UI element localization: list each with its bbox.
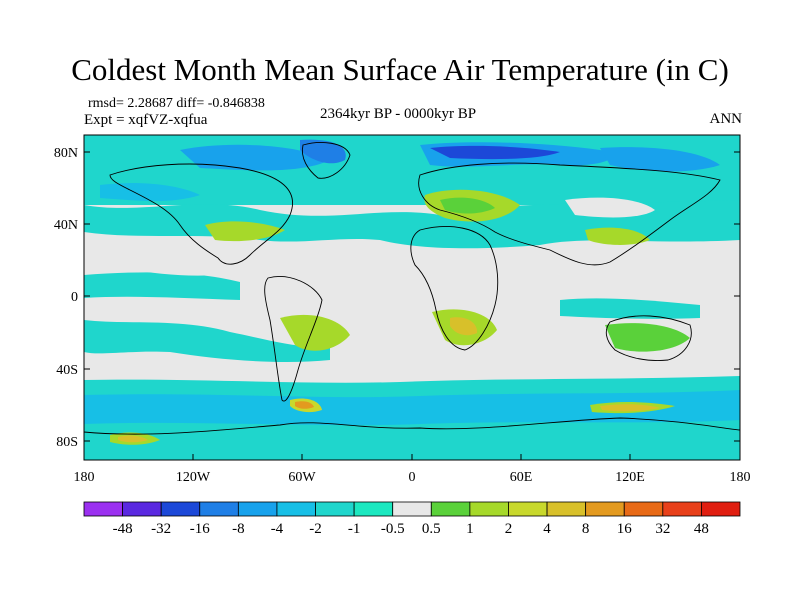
stats-label: rmsd= 2.28687 diff= -0.846838 bbox=[88, 96, 265, 111]
plot-title: Coldest Month Mean Surface Air Temperatu… bbox=[71, 52, 729, 87]
colorbar-swatch bbox=[83, 501, 123, 517]
colorbar-label: 4 bbox=[543, 521, 551, 537]
lat-tick-label: 0 bbox=[71, 290, 78, 305]
antarctica-hot-core bbox=[600, 404, 660, 412]
colorbar-label: 2 bbox=[505, 521, 513, 537]
atlantic-neutral bbox=[330, 248, 440, 272]
lat-tick-label: 80N bbox=[54, 146, 78, 161]
colorbar-swatch bbox=[701, 501, 741, 517]
colorbar-swatch bbox=[585, 501, 625, 517]
colorbar-swatch bbox=[199, 501, 239, 517]
africa-coast bbox=[410, 226, 499, 351]
colorbar-label: -8 bbox=[232, 521, 245, 537]
colorbar-label: 48 bbox=[694, 521, 709, 537]
ross-sea-hot-core bbox=[118, 435, 148, 443]
lon-tick-label: 60E bbox=[510, 470, 533, 485]
colorbar-swatch bbox=[353, 501, 394, 517]
colorbar-label: 1 bbox=[466, 521, 474, 537]
antarctica-coast bbox=[83, 417, 741, 435]
indian-ocean-band bbox=[560, 298, 700, 319]
east-pacific-band bbox=[84, 272, 240, 300]
indian-neutral bbox=[520, 268, 620, 292]
colorbar-swatch bbox=[276, 501, 316, 517]
coastlines bbox=[83, 142, 741, 435]
australia-coast bbox=[605, 315, 692, 361]
lat-tick-marks bbox=[84, 151, 740, 442]
colorbar-swatch bbox=[237, 501, 278, 517]
colorbar-label: -1 bbox=[348, 521, 361, 537]
colorbar-swatch bbox=[430, 501, 471, 517]
lat-tick-label: 80S bbox=[56, 435, 78, 450]
lon-tick-label: 60W bbox=[288, 470, 316, 485]
anomaly-field bbox=[84, 135, 740, 460]
lon-tick-label: 0 bbox=[409, 470, 416, 485]
colorbar-label: 32 bbox=[655, 521, 670, 537]
colorbar: -48 -32 -16 -8 -4 -2 -1 -0.5 0.5 1 2 4 8 16 32 48 bbox=[83, 501, 741, 537]
colorbar-swatch bbox=[315, 501, 355, 517]
south-america-warm-region bbox=[280, 314, 350, 351]
colorbar-label: -2 bbox=[309, 521, 322, 537]
lon-tick-marks bbox=[83, 454, 741, 460]
greenland-coast bbox=[301, 142, 351, 179]
central-asia-neutral bbox=[565, 197, 655, 218]
colorbar-swatch bbox=[160, 501, 201, 517]
lon-tick-label: 120W bbox=[176, 470, 211, 485]
north-pacific-neutral bbox=[120, 243, 250, 276]
colorbar-swatch bbox=[469, 501, 509, 517]
lon-tick-label: 180 bbox=[730, 470, 751, 485]
colorbar-swatch bbox=[122, 501, 162, 517]
colorbar-swatch bbox=[392, 501, 432, 517]
colorbar-label: -32 bbox=[151, 521, 171, 537]
east-siberia-cool-region bbox=[600, 147, 720, 172]
colorbar-swatch bbox=[662, 501, 702, 517]
southern-africa-hot-core bbox=[450, 317, 478, 336]
north-america-coast bbox=[109, 163, 293, 265]
colorbar-label: -48 bbox=[113, 521, 133, 537]
asia-warm-region bbox=[585, 227, 650, 245]
colorbar-label: 0.5 bbox=[422, 521, 441, 537]
lat-tick-label: 40S bbox=[56, 363, 78, 378]
period-label: 2364kyr BP - 0000kyr BP bbox=[320, 106, 477, 122]
colorbar-label: 16 bbox=[617, 521, 633, 537]
lat-tick-label: 40N bbox=[54, 218, 78, 233]
southern-ocean-cool-band bbox=[84, 390, 740, 426]
colorbar-label: -4 bbox=[271, 521, 284, 537]
north-america-warm-region bbox=[205, 221, 285, 242]
south-pacific-band bbox=[84, 320, 330, 363]
australia-warm-region bbox=[605, 323, 690, 352]
lon-tick-label: 180 bbox=[74, 470, 95, 485]
colorbar-swatch bbox=[508, 501, 548, 517]
colorbar-label: 8 bbox=[582, 521, 590, 537]
canada-cool-region bbox=[180, 144, 330, 171]
colorbar-swatch bbox=[546, 501, 587, 517]
europe-warm-core bbox=[440, 197, 495, 214]
antarctic-peninsula-hot bbox=[295, 401, 314, 409]
greenland-cool-region bbox=[300, 139, 346, 164]
experiment-label: Expt = xqfVZ-xqfua bbox=[84, 112, 208, 128]
season-label: ANN bbox=[709, 111, 743, 127]
colorbar-label: -16 bbox=[190, 521, 210, 537]
arctic-strong-cool-region bbox=[430, 145, 560, 160]
eurasia-coast bbox=[418, 162, 721, 266]
lon-tick-label: 120E bbox=[615, 470, 645, 485]
colorbar-swatch bbox=[623, 501, 664, 517]
colorbar-label: -0.5 bbox=[381, 521, 405, 537]
south-america-coast bbox=[264, 276, 323, 402]
